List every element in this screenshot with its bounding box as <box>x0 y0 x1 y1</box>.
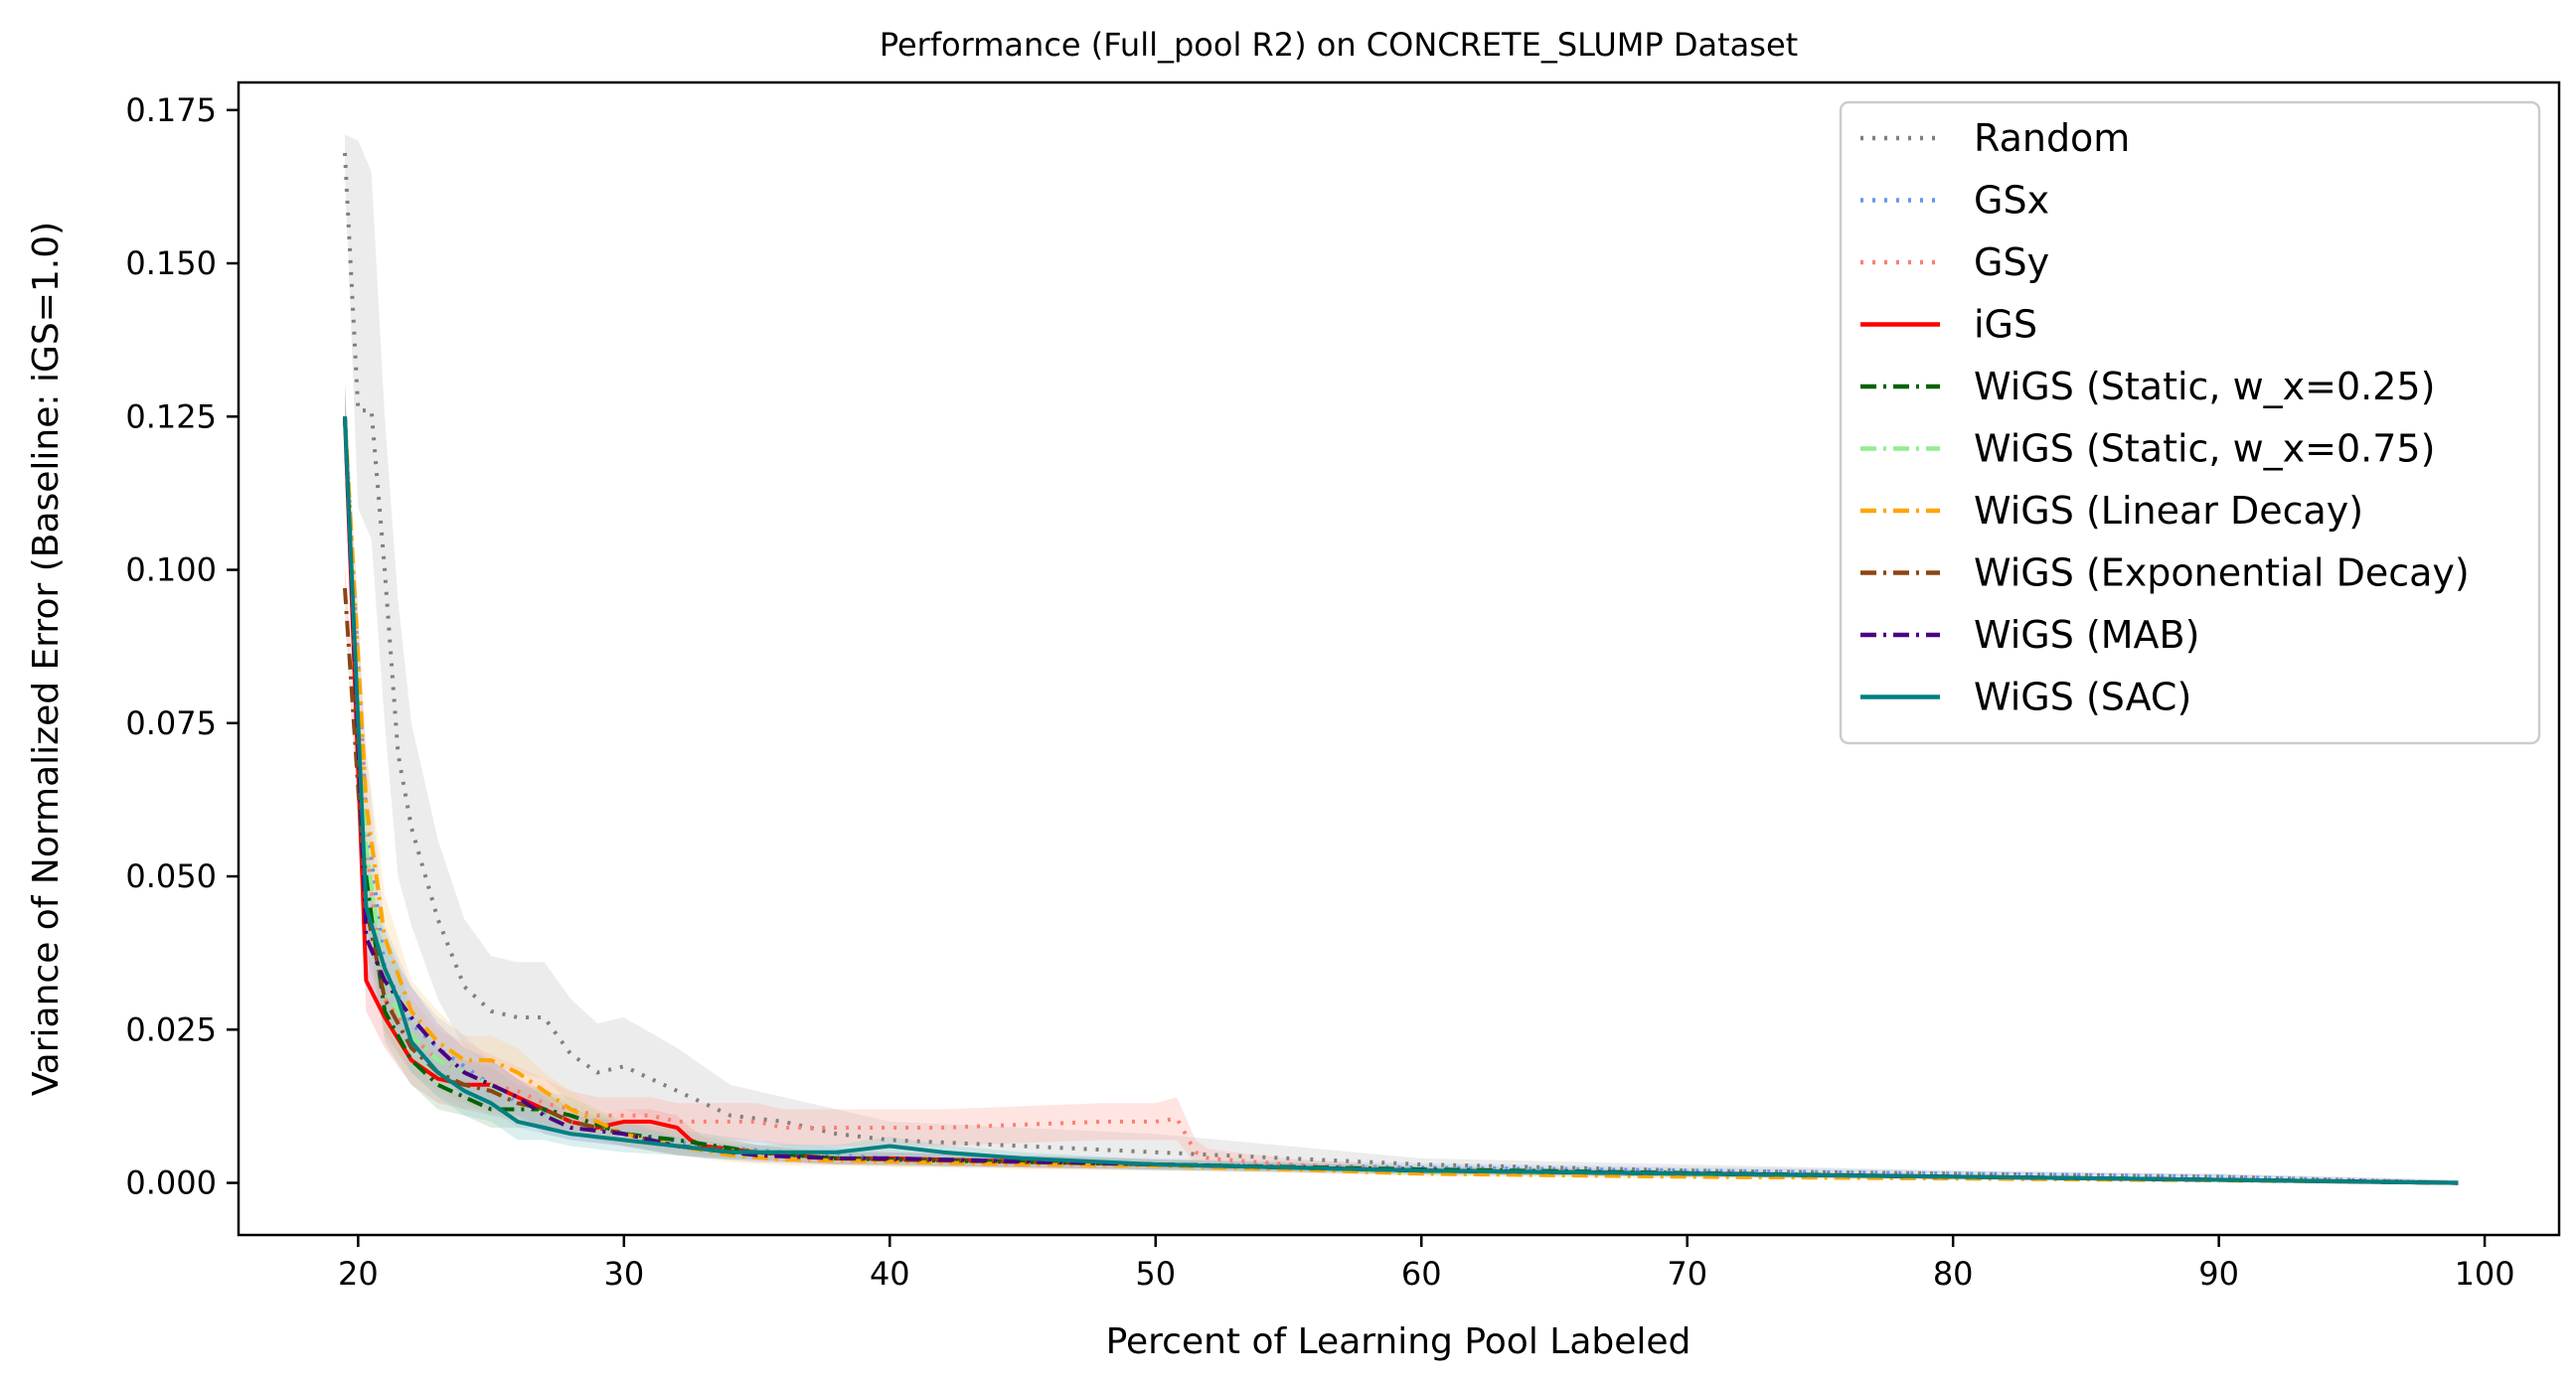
y-tick-label: 0.175 <box>125 91 217 129</box>
y-tick-label: 0.125 <box>125 397 217 435</box>
legend-label: WiGS (Exponential Decay) <box>1974 551 2470 595</box>
x-axis-label: Percent of Learning Pool Labeled <box>1106 1321 1691 1362</box>
y-tick-label: 0.150 <box>125 244 217 282</box>
plot-frame <box>237 80 2561 1237</box>
y-tick-label: 0.000 <box>125 1164 217 1202</box>
series-lines <box>343 152 2459 1185</box>
y-axis-label: Variance of Normalized Error (Baseline: … <box>26 222 67 1096</box>
legend-label: WiGS (Static, w_x=0.75) <box>1974 427 2435 471</box>
legend-items: Random GSx GSy iGS WiGS (Static, w_x=0.25) Wi… <box>1860 116 2470 719</box>
y-tick-label: 0.100 <box>125 551 217 589</box>
x-tick-label: 100 <box>2455 1255 2515 1293</box>
axes <box>237 80 2561 1237</box>
legend-box <box>1839 100 2541 745</box>
x-tick-label: 90 <box>2198 1255 2239 1293</box>
band-series-6 <box>345 386 2459 1183</box>
legend-label: GSx <box>1974 179 2049 223</box>
legend-label: WiGS (Static, w_x=0.25) <box>1974 365 2435 408</box>
y-tick-label: 0.050 <box>125 857 217 895</box>
x-axis-ticks: 20 30 40 50 60 70 80 90 100 <box>338 1235 2515 1293</box>
band-series-0 <box>345 134 2459 1183</box>
legend: Random GSx GSy iGS WiGS (Static, w_x=0.25) Wi… <box>1839 100 2541 745</box>
x-tick-label: 70 <box>1667 1255 1707 1293</box>
x-tick-label: 60 <box>1401 1255 1442 1293</box>
legend-label: iGS <box>1974 303 2037 347</box>
line-series-9 <box>343 416 2459 1185</box>
legend-label: GSy <box>1974 240 2049 284</box>
legend-label: WiGS (MAB) <box>1974 613 2199 657</box>
x-tick-label: 50 <box>1135 1255 1176 1293</box>
legend-label: WiGS (Linear Decay) <box>1974 489 2363 533</box>
line-series-6 <box>343 416 2459 1185</box>
legend-label: Random <box>1974 116 2130 160</box>
y-tick-label: 0.025 <box>125 1010 217 1048</box>
band-series-1 <box>345 386 2459 1183</box>
band-series-4 <box>345 386 2459 1183</box>
x-tick-label: 30 <box>603 1255 644 1293</box>
x-tick-label: 20 <box>338 1255 379 1293</box>
band-series-2 <box>345 386 2459 1183</box>
chart-title: Performance (Full_pool R2) on CONCRETE_S… <box>880 26 1798 64</box>
band-series-3 <box>345 386 2459 1183</box>
y-axis-ticks: 0.000 0.025 0.050 0.075 0.100 0.125 0.150 0.175 <box>125 91 239 1202</box>
x-tick-label: 80 <box>1933 1255 1974 1293</box>
legend-label: WiGS (SAC) <box>1974 676 2191 719</box>
y-tick-label: 0.075 <box>125 704 217 742</box>
band-series-5 <box>345 386 2459 1183</box>
x-tick-label: 40 <box>870 1255 910 1293</box>
